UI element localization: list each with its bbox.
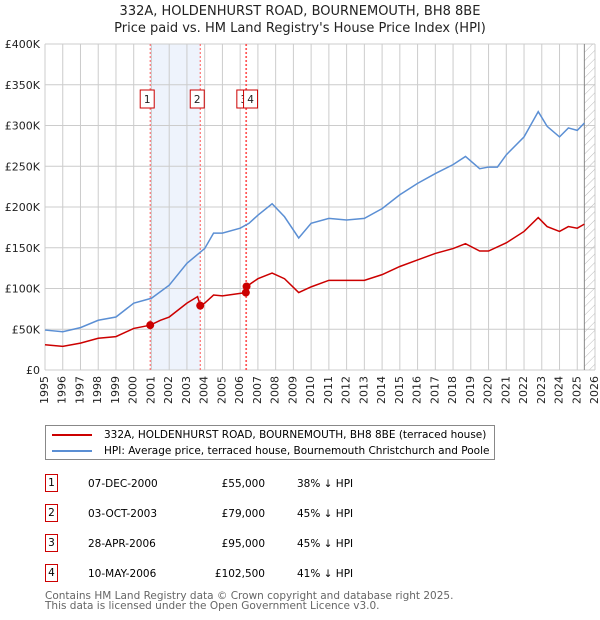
x-tick-label: 2023: [535, 376, 548, 404]
x-tick-label: 2012: [340, 376, 353, 404]
x-tick-label: 2006: [233, 376, 246, 404]
x-tick-label: 2025: [570, 376, 583, 404]
plot-area: 1995 1996 1997 1998 1999 2000 2001 2002 2003 2004…: [5, 38, 600, 404]
transaction-date: 07-DEC-2000: [88, 478, 158, 490]
y-tick-label: £250K: [5, 160, 41, 173]
transaction-badge: 3: [45, 534, 58, 552]
x-tick-label: 2016: [411, 376, 424, 404]
legend-item-hpi: HPI: Average price, terraced house, Bour…: [46, 443, 489, 459]
transaction-date: 03-OCT-2003: [88, 508, 157, 520]
x-tick-label: 2026: [588, 376, 600, 404]
transaction-badge: 4: [45, 564, 58, 582]
transaction-price: £79,000: [221, 508, 265, 520]
x-tick-label: 2022: [517, 376, 530, 404]
x-tick-label: 2015: [393, 376, 406, 404]
x-tick-label: 2004: [198, 376, 211, 404]
y-tick-label: £400K: [5, 38, 41, 51]
x-tick-label: 2001: [144, 376, 157, 404]
transaction-hpi: 41% ↓ HPI: [297, 568, 354, 580]
x-tick-label: 2003: [180, 376, 193, 404]
x-tick-label: 2018: [446, 376, 459, 404]
x-tick-label: 2007: [251, 376, 264, 404]
x-tick-label: 2005: [215, 376, 228, 404]
x-tick-label: 2021: [499, 376, 512, 404]
transaction-hpi: 45% ↓ HPI: [297, 538, 354, 550]
chart-subtitle: Price paid vs. HM Land Registry's House …: [114, 21, 486, 36]
transaction-label: 4: [247, 94, 254, 106]
legend-label: HPI: Average price, terraced house, Bour…: [104, 445, 490, 457]
series-line: [44, 110, 585, 333]
legend-item-property: 332A, HOLDENHURST ROAD, BOURNEMOUTH, BH8…: [46, 427, 486, 443]
x-tick-label: 2013: [357, 376, 370, 404]
x-tick-label: 2010: [304, 376, 317, 404]
x-tick-label: 2019: [464, 376, 477, 404]
x-tick-label: 2024: [553, 376, 566, 404]
transaction-label-box: [139, 89, 155, 109]
x-tick-label: 1997: [73, 376, 86, 404]
footer-line-2: This data is licensed under the Open Gov…: [45, 600, 380, 612]
transaction-hpi: 45% ↓ HPI: [297, 508, 354, 520]
y-tick-label: £300K: [5, 120, 41, 133]
chart-title: 332A, HOLDENHURST ROAD, BOURNEMOUTH, BH8…: [119, 4, 481, 19]
transaction-label: 2: [194, 94, 201, 106]
transaction-label-box: [189, 89, 205, 109]
y-tick-label: £200K: [5, 201, 41, 214]
x-tick-label: 2020: [482, 376, 495, 404]
transaction-label: 1: [144, 94, 151, 106]
x-tick-label: 1995: [38, 376, 51, 404]
transaction-point: [146, 321, 155, 330]
x-tick-label: 2011: [322, 376, 335, 404]
x-tick-label: 1999: [109, 376, 122, 404]
transaction-point: [242, 282, 251, 291]
legend: 332A, HOLDENHURST ROAD, BOURNEMOUTH, BH8…: [45, 425, 495, 460]
transaction-point: [196, 301, 205, 310]
x-tick-label: 2002: [162, 376, 175, 404]
y-tick-label: £100K: [5, 283, 41, 296]
y-tick-label: £0: [26, 364, 40, 377]
transaction-price: £95,000: [221, 538, 265, 550]
transaction-date: 10-MAY-2006: [88, 568, 157, 580]
transaction-price: £55,000: [221, 478, 265, 490]
forecast-hatch: [584, 44, 595, 370]
transaction-price: £102,500: [214, 568, 265, 580]
legend-label: 332A, HOLDENHURST ROAD, BOURNEMOUTH, BH8…: [104, 429, 487, 441]
transaction-label-box: [243, 89, 259, 109]
x-tick-label: 2017: [428, 376, 441, 404]
y-tick-label: £350K: [5, 79, 41, 92]
transaction-badge: 2: [45, 504, 58, 522]
x-tick-label: 2000: [127, 376, 140, 404]
x-tick-label: 1996: [56, 376, 69, 404]
y-tick-label: £50K: [12, 323, 41, 336]
footer-line-1: Contains HM Land Registry data © Crown c…: [45, 590, 454, 602]
transaction-date: 28-APR-2006: [88, 538, 156, 550]
transaction-hpi: 38% ↓ HPI: [297, 478, 354, 490]
y-tick-label: £150K: [5, 242, 41, 255]
transaction-point: [241, 288, 250, 297]
x-tick-label: 2009: [286, 376, 299, 404]
transaction-badge: 1: [45, 474, 58, 492]
x-tick-label: 1998: [91, 376, 104, 404]
x-tick-label: 2014: [375, 376, 388, 404]
x-tick-label: 2008: [269, 376, 282, 404]
series-line: [44, 216, 585, 348]
